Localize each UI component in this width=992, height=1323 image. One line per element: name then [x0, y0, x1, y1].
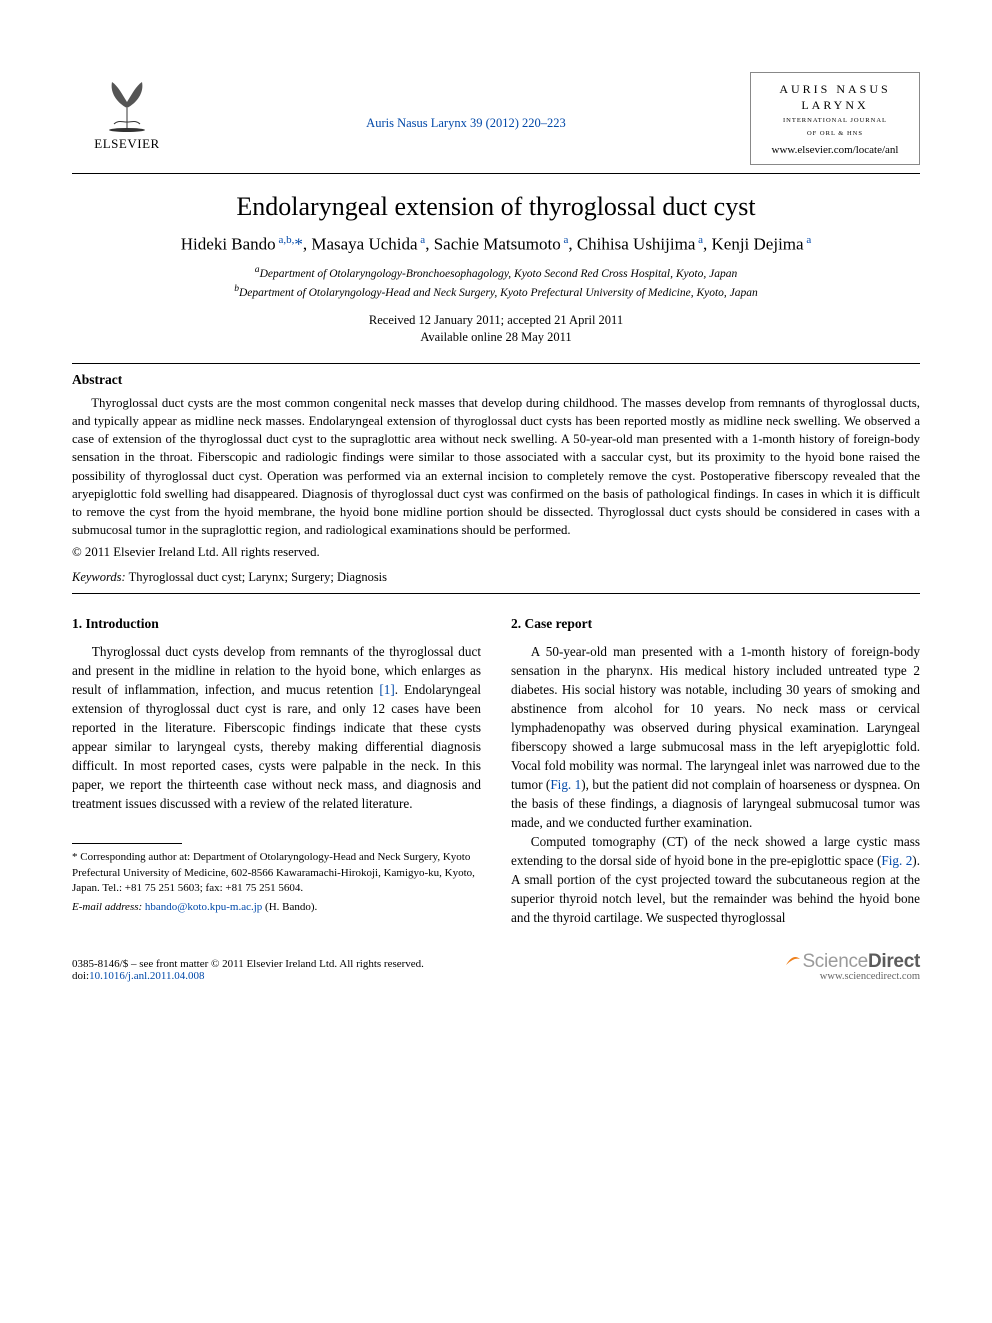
keywords-line: Keywords: Thyroglossal duct cyst; Larynx…: [72, 570, 920, 585]
issn-line: 0385-8146/$ – see front matter © 2011 El…: [72, 958, 424, 970]
abstract-copyright: © 2011 Elsevier Ireland Ltd. All rights …: [72, 545, 920, 560]
email-link[interactable]: hbando@koto.kpu-m.ac.jp: [145, 901, 262, 913]
publisher-block: ELSEVIER: [72, 72, 182, 152]
affiliation-b-text: Department of Otolaryngology-Head and Ne…: [239, 287, 758, 299]
abstract-bottom-rule: [72, 593, 920, 594]
email-label: E-mail address:: [72, 901, 142, 913]
corresponding-author-text: * Corresponding author at: Department of…: [72, 850, 481, 896]
journal-subtitle-line2: OF ORL & HNS: [757, 130, 913, 138]
case-paragraph-2: Computed tomography (CT) of the neck sho…: [511, 832, 920, 927]
article-title: Endolaryngeal extension of thyroglossal …: [72, 192, 920, 222]
body-columns: 1. Introduction Thyroglossal duct cysts …: [72, 616, 920, 927]
email-tail: (H. Bando).: [262, 901, 317, 913]
doi-label: doi:: [72, 970, 89, 982]
authors-line: Hideki Bando a,b,*, Masaya Uchida a, Sac…: [72, 234, 920, 255]
received-accepted-date: Received 12 January 2011; accepted 21 Ap…: [72, 312, 920, 330]
left-column: 1. Introduction Thyroglossal duct cysts …: [72, 616, 481, 927]
sd-direct: Direct: [868, 951, 920, 972]
journal-subtitle-line1: INTERNATIONAL JOURNAL: [757, 117, 913, 125]
keywords-label: Keywords:: [72, 570, 126, 584]
affiliation-a: aDepartment of Otolaryngology-Bronchoeso…: [72, 263, 920, 283]
sd-science: Science: [802, 951, 868, 972]
section-heading-case: 2. Case report: [511, 616, 920, 632]
available-online-date: Available online 28 May 2011: [72, 329, 920, 347]
journal-title-box: AURIS NASUS LARYNX INTERNATIONAL JOURNAL…: [750, 72, 920, 165]
doi-line: doi:10.1016/j.anl.2011.04.008: [72, 970, 424, 982]
case-p1-pre: A 50-year-old man presented with a 1-mon…: [511, 644, 920, 792]
article-dates: Received 12 January 2011; accepted 21 Ap…: [72, 312, 920, 347]
email-line: E-mail address: hbando@koto.kpu-m.ac.jp …: [72, 900, 481, 915]
ref-link-1[interactable]: [1]: [379, 682, 394, 697]
abstract-heading: Abstract: [72, 372, 920, 388]
keywords-text: Thyroglossal duct cyst; Larynx; Surgery;…: [126, 570, 387, 584]
journal-name-line2: LARYNX: [757, 97, 913, 113]
corresponding-footnote: * Corresponding author at: Department of…: [72, 850, 481, 916]
sd-wordmark: ScienceDirect: [784, 951, 920, 973]
header-row: ELSEVIER Auris Nasus Larynx 39 (2012) 22…: [72, 72, 920, 165]
publisher-label: ELSEVIER: [94, 136, 159, 152]
footnote-rule: [72, 843, 182, 844]
journal-reference-link[interactable]: Auris Nasus Larynx 39 (2012) 220–223: [366, 116, 566, 130]
doi-link[interactable]: 10.1016/j.anl.2011.04.008: [89, 970, 204, 982]
affiliations: aDepartment of Otolaryngology-Bronchoeso…: [72, 263, 920, 302]
sd-swoosh-icon: [784, 951, 802, 969]
abstract-body: Thyroglossal duct cysts are the most com…: [72, 394, 920, 539]
abstract-top-rule: [72, 363, 920, 364]
affiliation-b: bDepartment of Otolaryngology-Head and N…: [72, 282, 920, 302]
sciencedirect-logo: ScienceDirect www.sciencedirect.com: [784, 951, 920, 982]
intro-paragraph-1: Thyroglossal duct cysts develop from rem…: [72, 642, 481, 813]
journal-locate-url: www.elsevier.com/locate/anl: [757, 144, 913, 156]
fig1-link[interactable]: Fig. 1: [550, 777, 581, 792]
case-paragraph-1: A 50-year-old man presented with a 1-mon…: [511, 642, 920, 832]
journal-reference-center: Auris Nasus Larynx 39 (2012) 220–223: [182, 72, 750, 132]
fig2-link[interactable]: Fig. 2: [881, 853, 912, 868]
header-rule: [72, 173, 920, 174]
abstract-section: Abstract Thyroglossal duct cysts are the…: [72, 372, 920, 560]
journal-name-line1: AURIS NASUS: [757, 81, 913, 97]
issn-doi-block: 0385-8146/$ – see front matter © 2011 El…: [72, 958, 424, 982]
section-heading-intro: 1. Introduction: [72, 616, 481, 632]
bottom-bar: 0385-8146/$ – see front matter © 2011 El…: [72, 951, 920, 982]
case-p2-pre: Computed tomography (CT) of the neck sho…: [511, 834, 920, 868]
affiliation-a-text: Department of Otolaryngology-Bronchoesop…: [260, 268, 738, 280]
intro-p1-post: . Endolaryngeal extension of thyroglossa…: [72, 682, 481, 811]
elsevier-tree-icon: [96, 72, 158, 134]
right-column: 2. Case report A 50-year-old man present…: [511, 616, 920, 927]
